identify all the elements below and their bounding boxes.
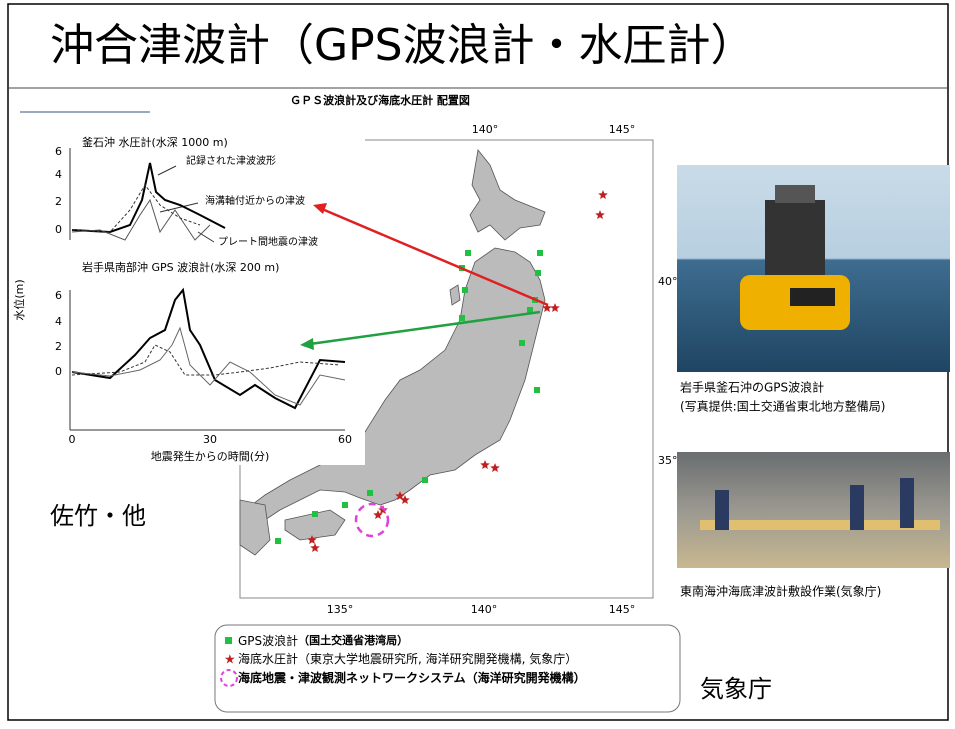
y-tick-label: 6 (55, 289, 62, 302)
photo-buoy (677, 165, 950, 372)
lat-label: 35° (658, 454, 678, 467)
panel-title: 岩手県南部沖 GPS 波浪計(水深 200 m) (82, 260, 279, 274)
lon-label: 140° (471, 603, 498, 616)
inset-bg (15, 130, 365, 465)
y-tick-label: 0 (55, 365, 62, 378)
gps-site (312, 511, 318, 517)
y-label: 水位(m) (12, 279, 26, 320)
x-label: 地震発生からの時間(分) (151, 449, 270, 463)
gps-site (537, 250, 543, 256)
legend-swatch (225, 637, 232, 644)
annotation: 記録された津波波形 (186, 154, 276, 167)
annotation: 海溝軸付近からの津波 (205, 194, 305, 207)
legend-text: GPS波浪計（国土交通省港湾局） (238, 633, 408, 648)
panel-title: 釜石沖 水圧計(水深 1000 m) (82, 135, 228, 149)
y-tick-label: 0 (55, 223, 62, 236)
annotation: プレート間地震の津波 (218, 235, 318, 248)
photo-work (677, 452, 950, 568)
legend-text: 海底水圧計（東京大学地震研究所, 海洋研究開発機構, 気象庁） (238, 651, 577, 666)
gps-site (342, 502, 348, 508)
inset-chart: 釜石沖 水圧計(水深 1000 m) 記録された津波波形 海溝軸付近からの津波 … (12, 130, 365, 465)
slide-title: 沖合津波計（GPS波浪計・水圧計） (50, 20, 755, 71)
source: 気象庁 (700, 675, 772, 703)
map-title: ＧＰＳ波浪計及び海底水圧計 配置図 (290, 93, 470, 107)
gps-site (462, 287, 468, 293)
legend-text: 海底地震・津波観測ネットワークシステム（海洋研究開発機構） (238, 670, 586, 685)
y-tick-label: 2 (55, 195, 62, 208)
gps-site (535, 270, 541, 276)
y-tick-label: 4 (55, 315, 62, 328)
gps-site (459, 315, 465, 321)
x-tick-label: 60 (338, 433, 352, 446)
gps-site (534, 387, 540, 393)
photo-caption: (写真提供:国土交通省東北地方整備局) (680, 399, 885, 414)
gps-site (275, 538, 281, 544)
photo-caption: 岩手県釜石沖のGPS波浪計 (680, 380, 824, 395)
gps-site (519, 340, 525, 346)
lat-label: 40° (658, 275, 678, 288)
gps-site (465, 250, 471, 256)
legend-swatch: ★ (224, 653, 236, 668)
lon-label: 145° (609, 603, 636, 616)
x-tick-label: 30 (203, 433, 217, 446)
x-tick-label: 0 (69, 433, 76, 446)
y-tick-label: 4 (55, 168, 62, 181)
y-tick-label: 6 (55, 145, 62, 158)
gps-site (422, 477, 428, 483)
lon-label: 140° (472, 123, 499, 136)
legend: GPS波浪計（国土交通省港湾局） ★ 海底水圧計（東京大学地震研究所, 海洋研究… (215, 625, 680, 712)
lon-label: 135° (327, 603, 354, 616)
photo-caption: 東南海沖海底津波計敷設作業(気象庁) (680, 584, 881, 599)
lon-label: 145° (609, 123, 636, 136)
slide: 沖合津波計（GPS波浪計・水圧計） ＧＰＳ波浪計及び海底水圧計 配置図 140°… (0, 0, 955, 725)
y-tick-label: 2 (55, 340, 62, 353)
gps-site (367, 490, 373, 496)
credit: 佐竹・他 (50, 502, 146, 530)
